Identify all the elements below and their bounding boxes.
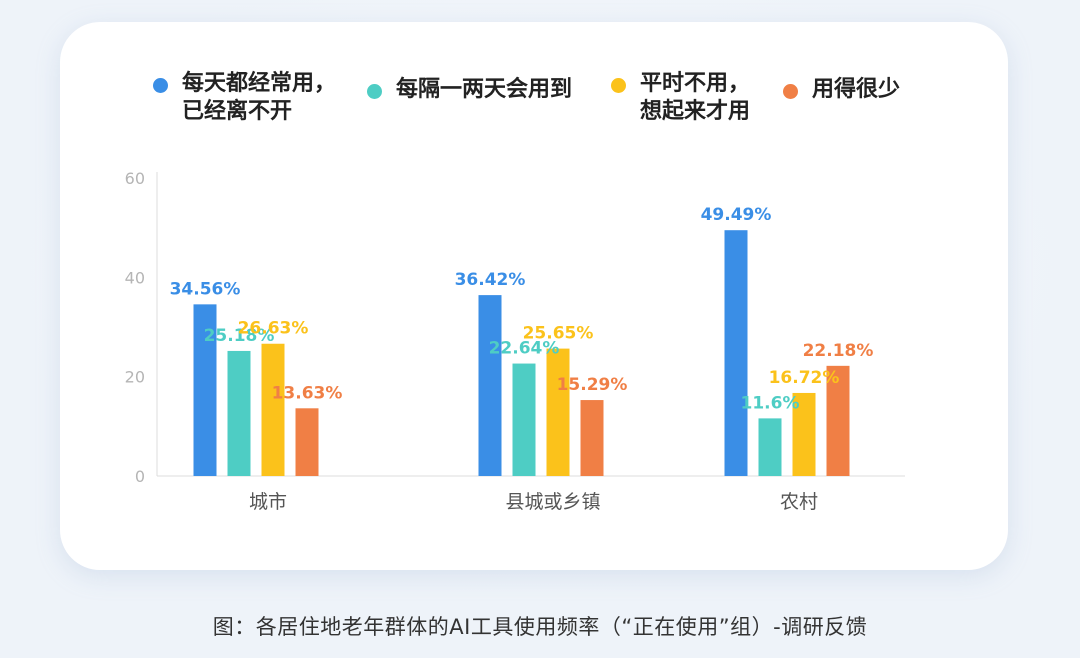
data-label: 34.56%: [170, 279, 241, 299]
legend-item-occasionally: 平时不用， 想起来才用: [611, 70, 750, 126]
legend-dot-every-few-days: [367, 84, 382, 99]
legend-label-daily: 每天都经常用， 已经离不开: [182, 71, 337, 124]
y-tick-label: 20: [125, 368, 145, 387]
bar: [478, 295, 502, 476]
bar: [758, 418, 782, 476]
bar: [295, 408, 319, 476]
data-label: 49.49%: [701, 205, 772, 225]
data-label: 22.18%: [803, 341, 874, 361]
bar: [261, 343, 285, 476]
x-tick-label: 农村: [780, 491, 818, 513]
y-tick-label: 0: [135, 467, 145, 486]
bar: [580, 400, 604, 476]
legend-item-daily: 每天都经常用， 已经离不开: [153, 70, 336, 126]
legend: 每天都经常用， 已经离不开 每隔一两天会用到 平时不用， 想起来才用 用得很少: [0, 0, 1080, 130]
chart-card: [60, 22, 1008, 570]
legend-label-every-few-days: 每隔一两天会用到: [396, 77, 573, 102]
bar: [546, 348, 570, 476]
legend-dot-rarely: [783, 84, 798, 99]
bar: [826, 365, 850, 476]
legend-item-every-few-days: 每隔一两天会用到: [367, 76, 572, 104]
bar: [724, 230, 748, 476]
y-tick-label: 40: [125, 268, 145, 287]
bar-chart: 0 20 40 60 城市 县城或乡镇 农村 34.56% 25.18%26.63% 13.63%…: [125, 169, 905, 513]
figure-caption: 图：各居住地老年群体的AI工具使用频率（“正在使用”组）-调研反馈: [212, 615, 868, 639]
data-label: 11.6%: [741, 393, 800, 413]
x-tick-label: 城市: [249, 491, 287, 513]
legend-dot-daily: [153, 78, 168, 93]
legend-item-rarely: 用得很少: [783, 76, 900, 104]
y-tick-label: 60: [125, 169, 145, 188]
bar: [227, 350, 251, 476]
data-label: 36.42%: [455, 270, 526, 290]
data-label: 16.72%: [769, 368, 840, 388]
data-label: 22.64%: [489, 339, 560, 359]
bar: [792, 392, 816, 476]
x-tick-label: 县城或乡镇: [505, 491, 600, 513]
legend-label-rarely: 用得很少: [812, 77, 901, 102]
data-label: 25.65%: [523, 324, 594, 344]
bar: [512, 363, 536, 476]
data-label: 25.18%: [204, 326, 275, 346]
data-label: 15.29%: [557, 375, 628, 395]
data-label: 13.63%: [272, 383, 343, 403]
legend-label-occasionally: 平时不用， 想起来才用: [640, 71, 751, 124]
bar: [193, 304, 217, 476]
data-label: 26.63%: [238, 319, 309, 339]
legend-dot-occasionally: [611, 78, 626, 93]
